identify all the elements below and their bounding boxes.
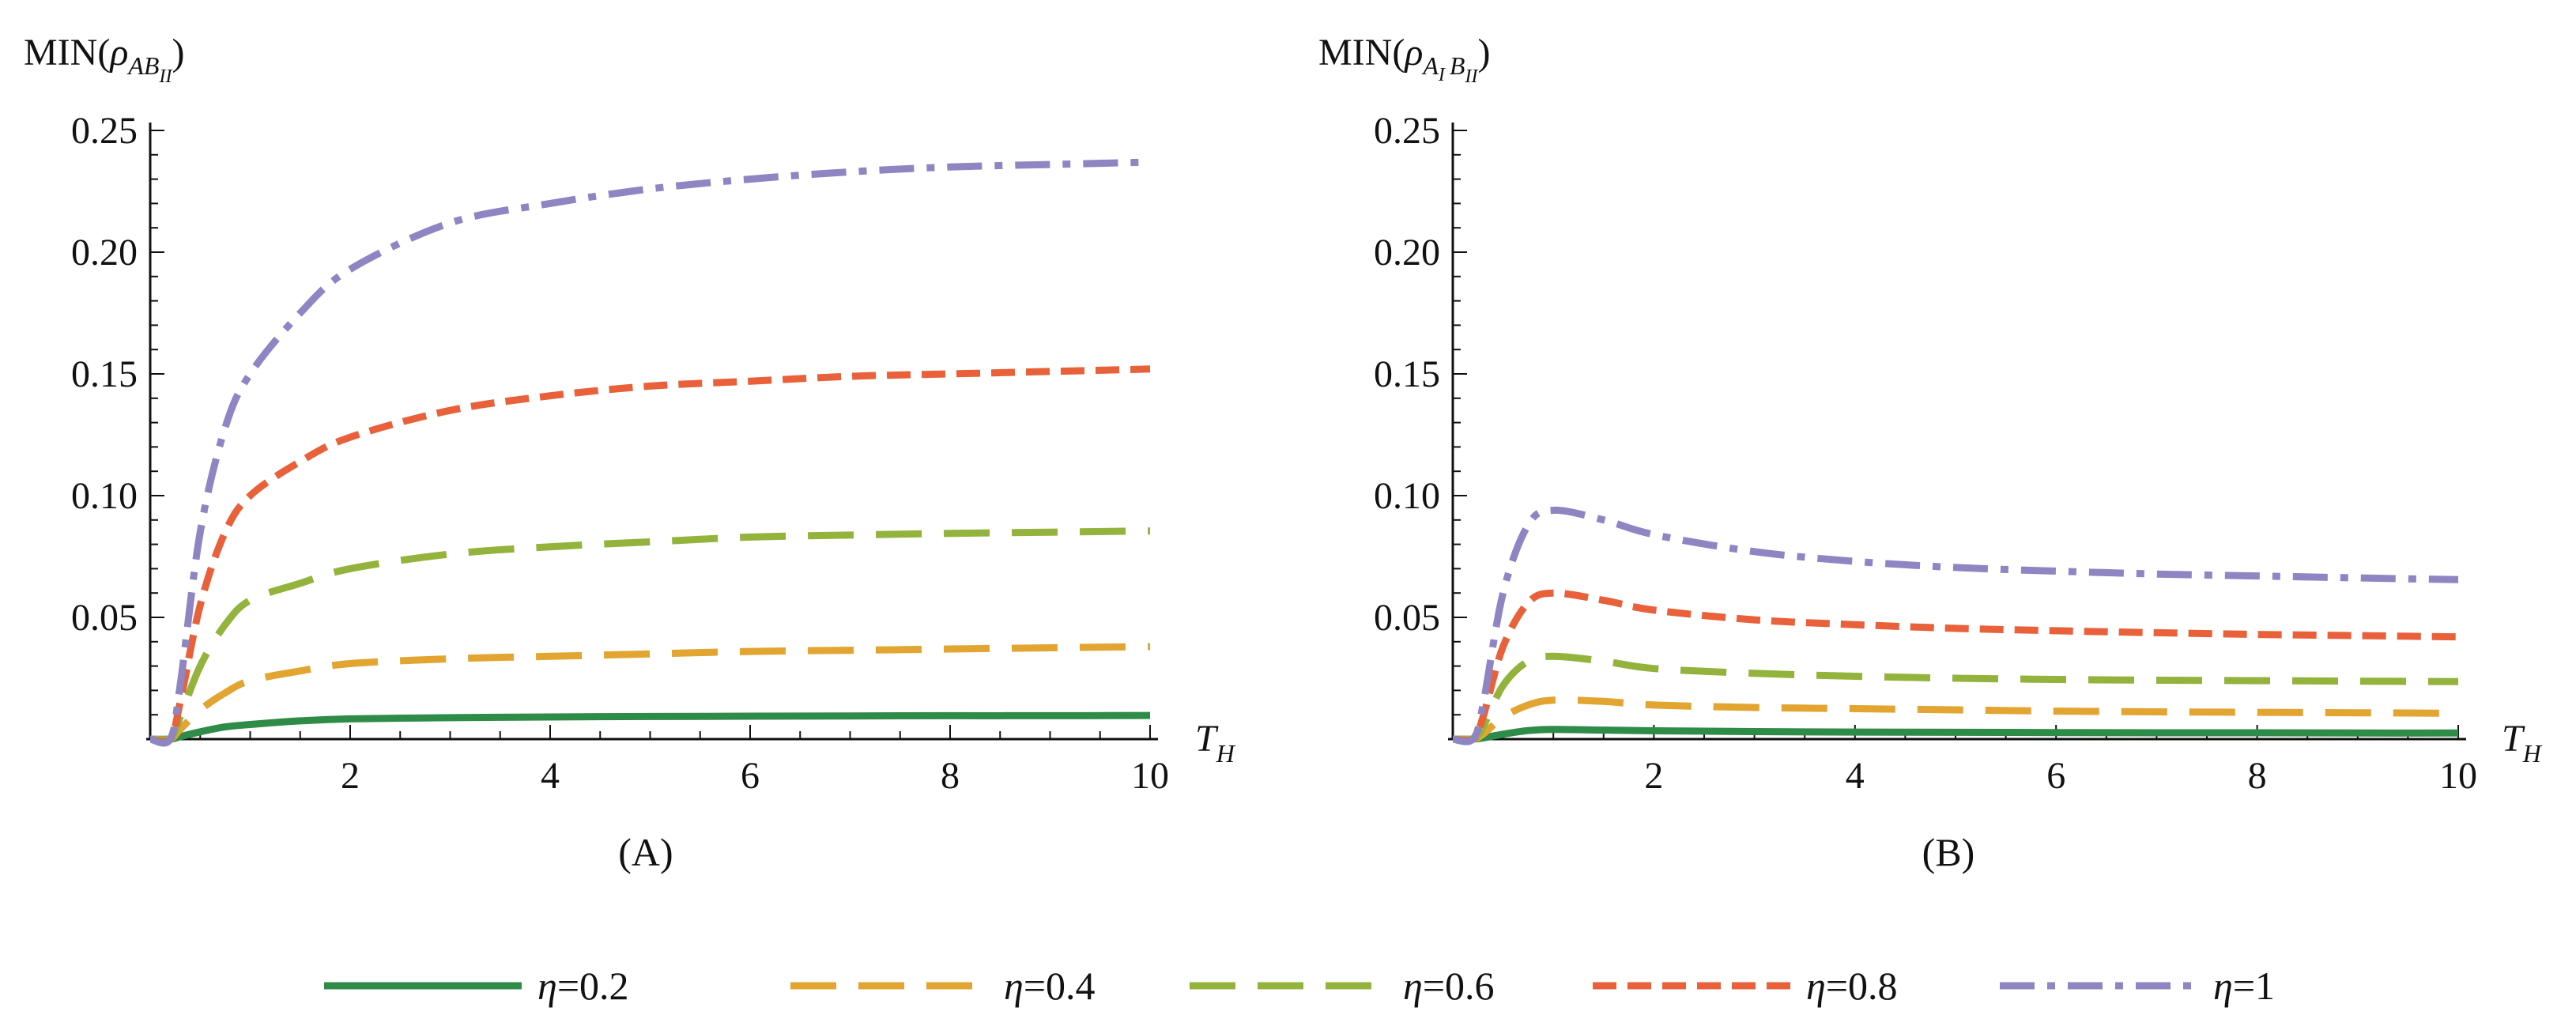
y-tick-label: 0.15 (71, 353, 138, 395)
x-tick-label: 4 (541, 755, 560, 797)
series-line-0-6 (149, 527, 1151, 745)
series-line-1 (1452, 506, 2459, 745)
legend-label: η=0.2 (537, 964, 629, 1008)
series-line-0-2 (149, 711, 1151, 743)
legend-item: η=0.4 (790, 964, 1096, 1008)
panel-a: MIN(ρABII) 0.05 0.10 0.15 0.20 0.25 2 4 6 8 10 TH… (24, 32, 1236, 874)
x-tick-label: 4 (1846, 755, 1865, 797)
y-tick-label: 0.10 (1374, 475, 1440, 517)
legend-item: η=0.6 (1190, 964, 1495, 1008)
y-tick-label: 0.05 (71, 597, 138, 639)
x-tick-label: 6 (741, 755, 760, 797)
series-line-1 (149, 158, 1151, 747)
series-line-0-4 (149, 643, 1151, 744)
legend-label: η=0.4 (1004, 964, 1096, 1008)
x-tick-label: 8 (941, 755, 960, 797)
legend-label: η=1 (2213, 964, 2275, 1008)
y-tick-label: 0.05 (1374, 597, 1440, 639)
series-lines (149, 158, 1151, 747)
panel-caption: (B) (1922, 830, 1975, 874)
x-axis-label: TH (1195, 718, 1236, 768)
legend-label: η=0.6 (1403, 964, 1495, 1008)
y-tick-label: 0.10 (71, 475, 138, 517)
panel-caption: (A) (618, 830, 673, 874)
series-line-0-8 (1452, 589, 2459, 745)
series-line-0-2 (1452, 726, 2459, 743)
x-tick-label: 2 (1644, 755, 1663, 797)
x-tick-label: 8 (2248, 755, 2267, 797)
series-line-0-6 (1452, 652, 2459, 744)
legend-item: η=0.2 (324, 964, 629, 1008)
x-tick-label: 2 (341, 755, 360, 797)
x-tick-label: 10 (1131, 755, 1169, 797)
y-tick-label: 0.25 (71, 110, 138, 152)
legend-item: η=1 (2000, 964, 2275, 1008)
y-axis-label: MIN(ρAI BII) (1318, 32, 1490, 87)
axes: 0.05 0.10 0.15 0.20 0.25 2 4 6 8 10 (71, 110, 1169, 797)
y-axis-label: MIN(ρABII) (24, 32, 184, 87)
x-tick-label: 10 (2439, 755, 2477, 797)
axes: 0.05 0.10 0.15 0.20 0.25 2 4 6 8 10 (1374, 110, 2477, 797)
legend-item: η=0.8 (1593, 964, 1898, 1008)
x-tick-label: 6 (2046, 755, 2065, 797)
legend-label: η=0.8 (1806, 964, 1898, 1008)
series-line-0-4 (1452, 696, 2459, 743)
y-tick-label: 0.20 (1374, 232, 1440, 274)
legend: η=0.2 η=0.4 η=0.6 η=0.8 η=1 (324, 964, 2275, 1008)
y-tick-label: 0.20 (71, 232, 138, 274)
series-line-0-8 (149, 365, 1151, 745)
y-tick-label: 0.25 (1374, 110, 1440, 152)
panel-b: MIN(ρAI BII) 0.05 0.10 0.15 0.20 0.25 2 4 6 8 10 T… (1318, 32, 2543, 874)
x-axis-label: TH (2502, 718, 2543, 768)
y-tick-label: 0.15 (1374, 353, 1440, 395)
series-lines (1452, 506, 2459, 745)
